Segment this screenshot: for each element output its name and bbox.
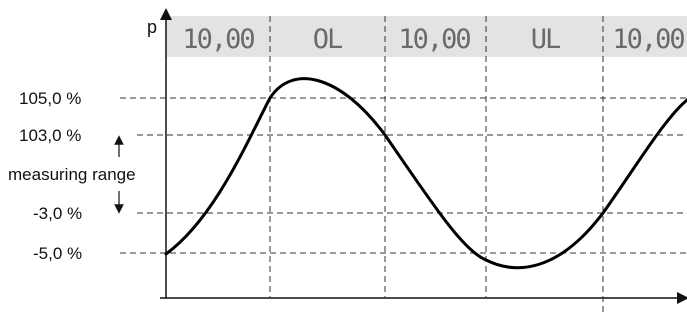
upper-range-label: 103,0 %: [19, 126, 81, 145]
upper-limit-label: 105,0 %: [19, 89, 81, 108]
measurement-curve: [164, 77, 687, 270]
lower-range-label: -3,0 %: [33, 204, 82, 223]
display-segment-4: UL: [531, 24, 561, 55]
y-axis-label: p: [147, 17, 157, 37]
display-segment-1: 10,00: [182, 24, 254, 55]
display-segment-3: 10,00: [398, 24, 470, 55]
measuring-range-label: measuring range: [8, 165, 136, 184]
lower-limit-label: -5,0 %: [33, 244, 82, 263]
display-segment-5: 10,00: [612, 24, 684, 55]
display-segment-2: OL: [313, 24, 343, 55]
display-bar: [166, 16, 687, 57]
